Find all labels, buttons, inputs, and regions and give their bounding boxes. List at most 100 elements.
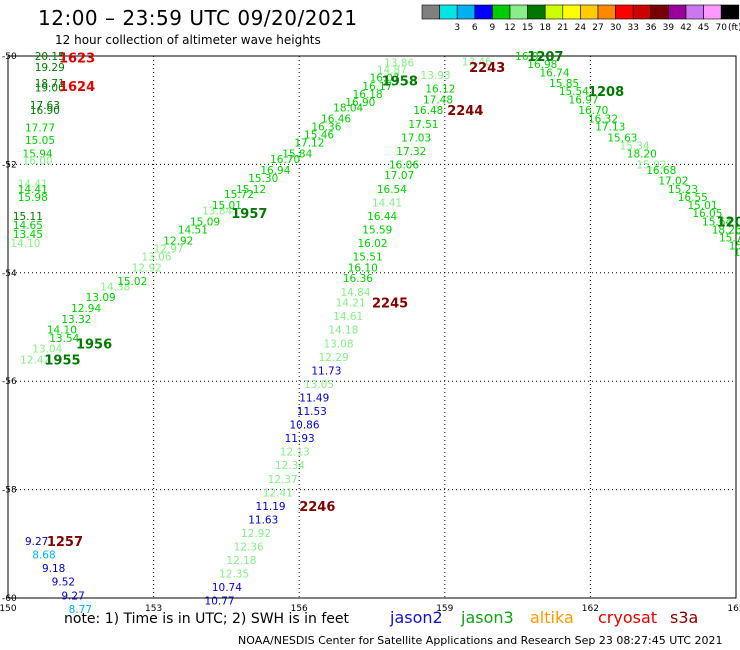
colorbar-label: 33 (627, 23, 638, 33)
swh-value: 15.02 (117, 276, 147, 288)
colorbar-label: 36 (645, 23, 657, 33)
colorbar-swatch (668, 4, 687, 20)
swh-value: 16.94 (260, 165, 290, 177)
swh-value: 17.63 (30, 100, 60, 112)
swh-value: 9.27 (25, 536, 48, 548)
colorbar-label: 12 (504, 23, 515, 33)
y-tick-label: -54 (2, 269, 17, 279)
colorbar-label: 30 (610, 23, 622, 33)
x-tick-label: 156 (291, 604, 308, 614)
swh-value: 15.09 (190, 216, 220, 228)
time-labels: 1623 1624 1955 1956 1957 1958 1207 1208 120 2243 2… (44, 50, 740, 550)
colorbar-swatch (421, 4, 440, 20)
swh-value: 12.97 (154, 243, 184, 255)
swh-value: 18.20 (627, 149, 657, 161)
axis-ticks: 150 153 156 159 162 165 -50 -52 -54 -56 -58 -60 (0, 52, 740, 614)
colorbar-label: 70 (715, 23, 727, 33)
colorbar-label: 27 (592, 23, 603, 33)
time-label: 1208 (588, 85, 624, 100)
time-label: 120 (717, 215, 740, 230)
colorbar-swatch (703, 4, 722, 20)
data-points: 20.1519.2918.7119.0017.6316.9017.7715.05… (10, 51, 740, 616)
satellite-s3a: s3a (670, 608, 699, 627)
colorbar-swatch (474, 4, 493, 20)
swh-value: 8.68 (32, 550, 55, 562)
swh-value: 12.18 (226, 555, 256, 567)
colorbar-swatch (527, 4, 546, 20)
swh-value: 15.23 (668, 184, 698, 196)
swh-value: 17.48 (423, 94, 453, 106)
swh-value: 16.00 (23, 156, 53, 168)
swh-value: 15.79 (729, 241, 740, 253)
swh-value: 13.54 (49, 333, 79, 345)
colorbar-label: 24 (575, 23, 587, 33)
swh-value: 12.36 (234, 542, 264, 554)
swh-value: 13.06 (141, 252, 171, 264)
satellite-jason3: jason3 (461, 608, 514, 627)
colorbar-swatch (439, 4, 458, 20)
swh-value: 16.70 (578, 105, 608, 117)
colorbar-swatch (597, 4, 616, 20)
swh-value: 15.94 (23, 149, 53, 161)
swh-value: 12.92 (241, 528, 271, 540)
swh-value: 17.02 (658, 176, 688, 188)
swh-value: 16.32 (588, 113, 618, 125)
swh-value: 16.36 (343, 273, 373, 285)
swh-value: 16.46 (321, 113, 351, 125)
swh-value: 15.92 (637, 159, 667, 171)
swh-value: 13.84 (202, 205, 232, 217)
swh-value: 17.32 (396, 146, 426, 158)
colorbar-swatch (720, 4, 740, 20)
colorbar-label: 3 (454, 23, 460, 33)
swh-value: 11.53 (297, 406, 327, 418)
swh-value: 14.38 (100, 281, 130, 293)
swh-value: 17.12 (294, 138, 324, 150)
chart-subtitle: 12 hour collection of altimeter wave hei… (55, 33, 321, 47)
x-tick-label: 150 (0, 604, 17, 614)
swh-value: 15.98 (18, 192, 48, 204)
colorbar-label: 45 (698, 23, 709, 33)
swh-value: 13.09 (86, 292, 116, 304)
swh-value: 12.92 (132, 262, 162, 274)
swh-value: 15.63 (734, 247, 740, 259)
swh-value: 17.77 (25, 123, 55, 135)
swh-value: 15.51 (353, 252, 383, 264)
chart-title: 12:00 – 23:59 UTC 09/20/2021 (38, 6, 358, 30)
swh-value: 14.21 (336, 298, 366, 310)
swh-value: 18.71 (35, 78, 65, 90)
swh-value: 12.13 (280, 447, 310, 459)
footnote: note: 1) Time is in UTC; 2) SWH is in fe… (64, 611, 350, 627)
swh-value: 13.45 (13, 229, 43, 241)
swh-value: 15.05 (25, 135, 55, 147)
swh-value: 16.97 (569, 94, 599, 106)
swh-value: 10.74 (212, 582, 242, 594)
swh-value: 9.18 (42, 563, 65, 575)
swh-value: 14.84 (340, 287, 370, 299)
x-tick-label: 165 (727, 604, 740, 614)
colorbar-label: 15 (522, 23, 533, 33)
swh-value: 14.18 (328, 325, 358, 337)
swh-value: 16.70 (270, 154, 300, 166)
colorbar-swatch (492, 4, 511, 20)
swh-value: 12.35 (219, 569, 249, 581)
swh-value: 14.65 (13, 220, 43, 232)
y-tick-label: -58 (2, 486, 17, 496)
time-label: 2246 (299, 500, 335, 515)
swh-value: 18.26 (712, 224, 740, 236)
time-label: 1257 (47, 535, 83, 550)
swh-value: 12.94 (71, 303, 101, 315)
y-tick-label: -60 (2, 594, 17, 604)
swh-value: 16.54 (377, 184, 407, 196)
swh-value: 14.41 (18, 184, 48, 196)
swh-value: 16.17 (362, 81, 392, 93)
swh-value: 14.87 (377, 65, 407, 77)
swh-value: 16.36 (311, 121, 341, 133)
time-label: 2243 (469, 61, 505, 76)
swh-value: 15.11 (13, 211, 43, 223)
colorbar-swatch (685, 4, 704, 20)
swh-value: 15.34 (620, 140, 650, 152)
colorbar-label: 18 (539, 23, 551, 33)
swh-value: 13.04 (32, 344, 62, 356)
swh-value: 16.05 (692, 208, 722, 220)
